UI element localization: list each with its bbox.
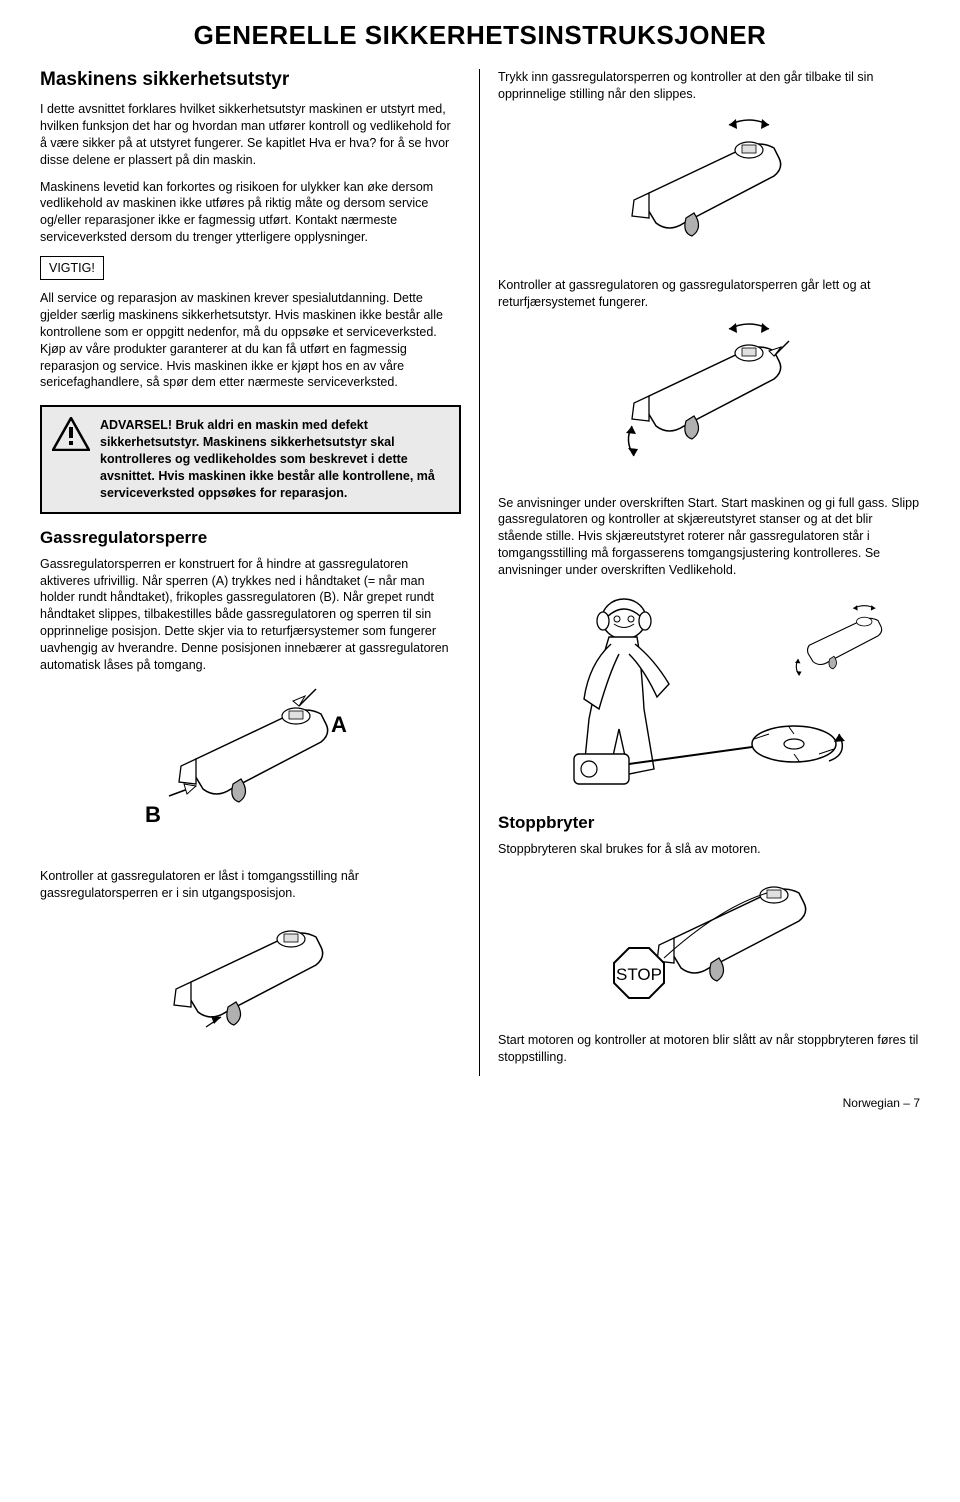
stop-switch-paragraph: Stoppbryteren skal brukes for å slå av m… — [498, 841, 920, 858]
section-heading-stop-switch: Stoppbryter — [498, 813, 920, 833]
throttle-lock-paragraph: Gassregulatorsperren er konstruert for å… — [40, 556, 461, 674]
section-heading-throttle-lock: Gassregulatorsperre — [40, 528, 461, 548]
intro-paragraph-2: Maskinens levetid kan forkortes og risik… — [40, 179, 461, 247]
operator-illustration — [498, 589, 920, 799]
svg-text:B: B — [145, 802, 161, 827]
press-release-paragraph: Trykk inn gassregulatorsperren og kontro… — [498, 69, 920, 103]
two-column-layout: Maskinens sikkerhetsutstyr I dette avsni… — [40, 69, 920, 1076]
right-column: Trykk inn gassregulatorsperren og kontro… — [480, 69, 920, 1076]
warning-triangle-icon — [52, 417, 90, 501]
handle-ab-illustration: A B — [40, 684, 461, 854]
page-title: GENERELLE SIKKERHETSINSTRUKSJONER — [40, 20, 920, 51]
stop-switch-illustration: STOP — [498, 868, 920, 1018]
stop-test-paragraph: Start motoren og kontroller at motoren b… — [498, 1032, 920, 1066]
return-spring-paragraph: Kontroller at gassregulatoren og gassreg… — [498, 277, 920, 311]
handle-check-illustration — [40, 912, 461, 1042]
svg-text:A: A — [331, 712, 347, 737]
important-box: VIGTIG! — [40, 256, 104, 280]
warning-box: ADVARSEL! Bruk aldri en maskin med defek… — [40, 405, 461, 513]
page-footer: Norwegian – 7 — [40, 1096, 920, 1110]
service-paragraph: All service og reparasjon av maskinen kr… — [40, 290, 461, 391]
stop-label: STOP — [616, 965, 662, 984]
left-column: Maskinens sikkerhetsutstyr I dette avsni… — [40, 69, 480, 1076]
start-instructions-paragraph: Se anvisninger under overskriften Start.… — [498, 495, 920, 579]
warning-text: ADVARSEL! Bruk aldri en maskin med defek… — [100, 417, 449, 501]
section-heading-equipment: Maskinens sikkerhetsutstyr — [40, 69, 461, 91]
intro-paragraph-1: I dette avsnittet forklares hvilket sikk… — [40, 101, 461, 169]
throttle-check-paragraph: Kontroller at gassregulatoren er låst i … — [40, 868, 461, 902]
press-release-illustration — [498, 113, 920, 263]
return-spring-illustration — [498, 321, 920, 481]
